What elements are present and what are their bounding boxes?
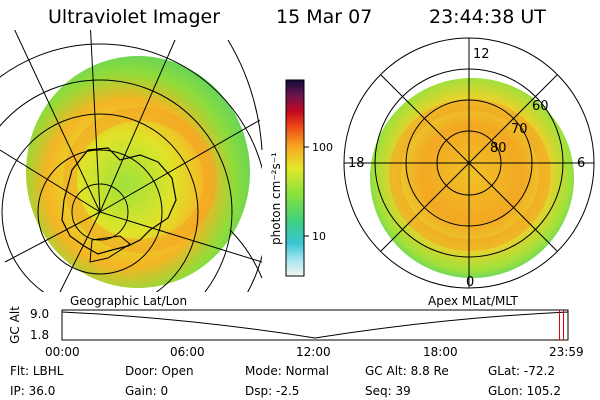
geographic-panel-label: Geographic Lat/Lon	[70, 294, 188, 308]
altitude-plot	[61, 309, 569, 341]
colorbar-scale	[285, 79, 305, 277]
time-tick-0: 00:00	[45, 345, 80, 359]
info-gc-alt: GC Alt: 8.8 Re	[365, 364, 449, 378]
mlat-label-70: 70	[511, 122, 528, 137]
geo-meridian	[99, 211, 262, 263]
right-aurora-image	[370, 78, 574, 278]
altitude-frame	[61, 309, 569, 341]
time-label: 23:44:38 UT	[429, 6, 546, 28]
mlt-label-0: 0	[466, 275, 474, 290]
info-door: Door: Open	[125, 364, 194, 378]
altitude-axis-title: GC Alt	[7, 306, 22, 344]
mlt-label-6: 6	[577, 156, 585, 171]
info-ip: IP: 36.0	[10, 384, 56, 398]
geo-meridian	[99, 39, 176, 213]
geographic-map	[0, 30, 263, 292]
left-auroral-oval	[63, 107, 217, 253]
info-mode: Mode: Normal	[245, 364, 329, 378]
geo-lat-circle	[0, 79, 233, 292]
altitude-tick-low: 1.8	[30, 328, 50, 342]
geo-meridian	[4, 211, 101, 263]
ice-shelf	[89, 235, 131, 263]
info-glon: GLon: 105.2	[488, 384, 561, 398]
info-glat: GLat: -72.2	[488, 364, 555, 378]
geo-lat-circle	[1, 113, 199, 292]
time-tick-2: 12:00	[296, 345, 331, 359]
mlat-label-60: 60	[532, 99, 549, 114]
time-tick-1: 06:00	[170, 345, 205, 359]
info-filter: Flt: LBHL	[10, 364, 64, 378]
mlt-line-diag	[380, 74, 558, 252]
geo-lat-circle	[37, 149, 163, 275]
coastline	[61, 147, 177, 255]
altitude-tick-high: 9.0	[30, 307, 50, 321]
date-label: 15 Mar 07	[276, 6, 373, 28]
geo-lat-circle	[0, 43, 262, 292]
time-tick-3: 18:00	[423, 345, 458, 359]
magnetic-polar-map: 12 18 6 0 60 70 80	[343, 37, 595, 290]
colorbar-unit: photon cm⁻²s⁻¹	[269, 152, 283, 245]
info-seq: Seq: 39	[365, 384, 411, 398]
info-dsp: Dsp: -2.5	[245, 384, 300, 398]
colorbar-tick-10: 10	[312, 230, 326, 243]
mlat-label-80: 80	[490, 141, 507, 156]
limb-arc	[227, 39, 263, 151]
instrument-title: Ultraviolet Imager	[48, 6, 221, 28]
time-tick-4: 23:59	[549, 345, 584, 359]
geo-meridian	[14, 30, 101, 213]
right-auroral-oval	[389, 99, 551, 251]
info-gain: Gain: 0	[125, 384, 169, 398]
geo-meridian	[90, 30, 101, 213]
geo-meridian	[99, 119, 261, 213]
geo-meridian	[59, 211, 101, 292]
mlt-label-12: 12	[473, 47, 490, 62]
colorbar-tick-100: 100	[312, 141, 333, 154]
limb-arc	[229, 229, 263, 279]
geo-meridian	[0, 149, 101, 213]
geo-lat-circle	[71, 183, 129, 241]
altitude-curve	[61, 311, 569, 339]
colorbar: 100 10 photon cm⁻²s⁻¹	[269, 79, 333, 277]
apex-panel-label: Apex MLat/MLT	[428, 294, 518, 308]
mlt-label-18: 18	[348, 156, 365, 171]
